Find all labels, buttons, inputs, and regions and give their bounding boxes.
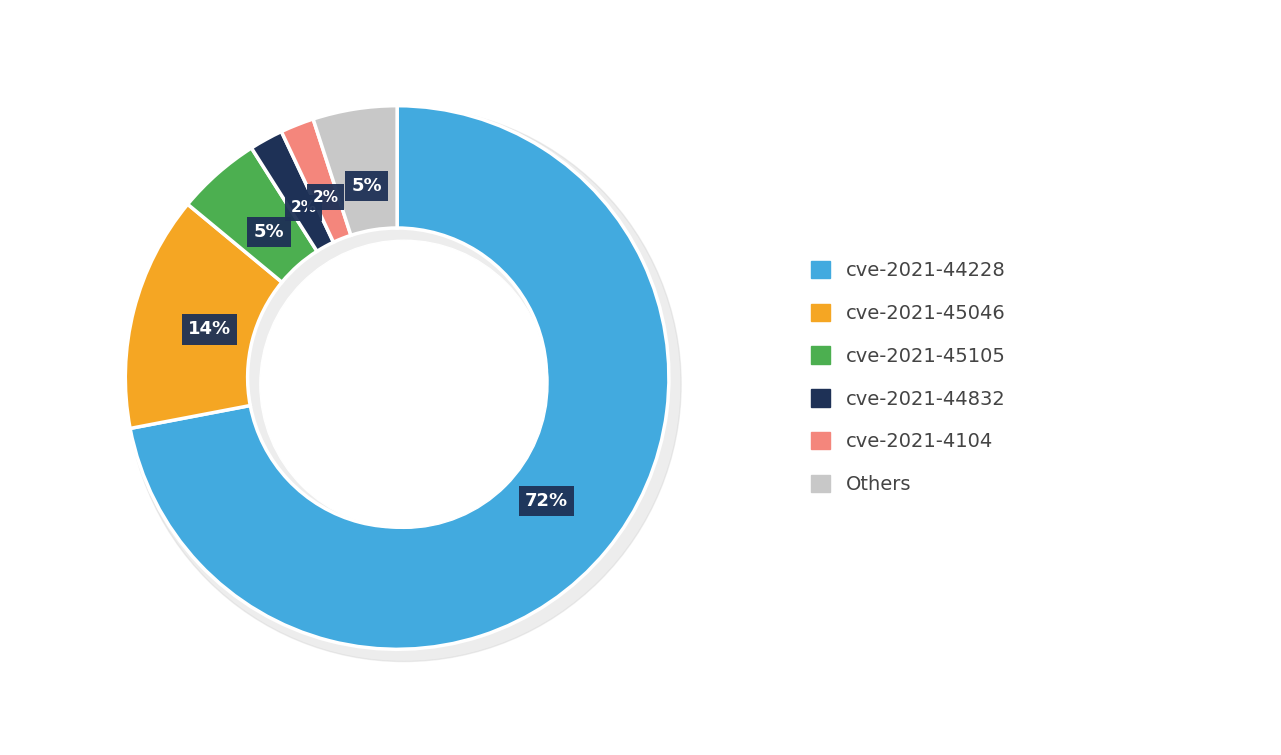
- Text: 14%: 14%: [188, 320, 231, 338]
- Text: 5%: 5%: [351, 177, 382, 195]
- Text: 5%: 5%: [254, 223, 284, 241]
- Wedge shape: [282, 119, 351, 242]
- Wedge shape: [126, 205, 282, 428]
- Wedge shape: [251, 131, 333, 251]
- Wedge shape: [188, 148, 316, 282]
- Text: 72%: 72%: [525, 492, 567, 510]
- Wedge shape: [131, 106, 669, 649]
- Text: 2%: 2%: [291, 200, 316, 215]
- Circle shape: [260, 240, 548, 528]
- Text: 2%: 2%: [313, 190, 338, 205]
- Legend: cve-2021-44228, cve-2021-45046, cve-2021-45105, cve-2021-44832, cve-2021-4104, O: cve-2021-44228, cve-2021-45046, cve-2021…: [801, 251, 1016, 504]
- Circle shape: [127, 107, 681, 661]
- Wedge shape: [313, 106, 397, 236]
